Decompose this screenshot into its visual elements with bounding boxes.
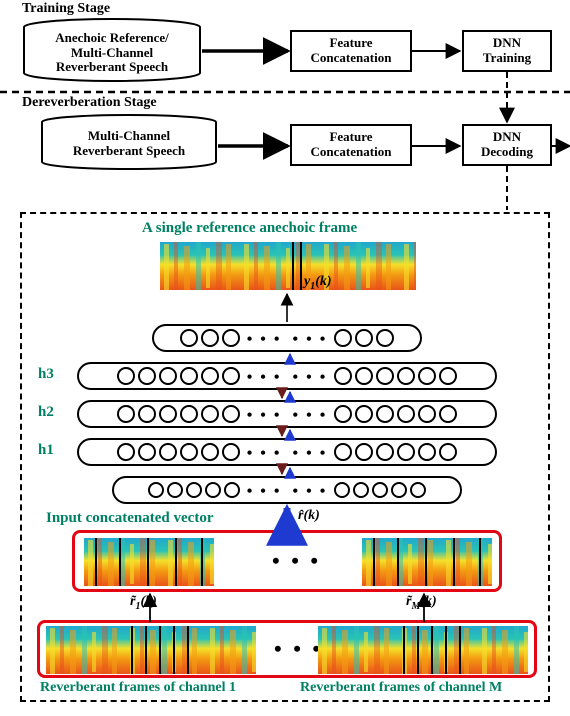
layer-h2-row: • • •• • • <box>77 400 497 428</box>
full-spectro-M <box>318 626 528 674</box>
dnn-training-box: DNN Training <box>462 30 552 72</box>
seg-spectro-1 <box>84 538 214 586</box>
top-spectrogram <box>160 242 416 290</box>
frames1-label: Reverberant frames of channel 1 <box>40 680 236 696</box>
cylinder-derev-text: Multi-Channel Reverberant Speech <box>40 118 218 170</box>
feature-concat-train-box: Feature Concatenation <box>290 30 412 72</box>
rhatk-label: r̂(k) <box>298 508 320 524</box>
training-stage-label: Training Stage <box>22 1 110 17</box>
top-ref-label: A single reference anechoic frame <box>142 220 357 237</box>
h1-label: h1 <box>38 442 54 459</box>
ellipsis-full: • • • <box>274 636 323 662</box>
framesM-label: Reverberant frames of channel M <box>300 680 502 696</box>
dnn-decoding-box: DNN Decoding <box>462 124 552 166</box>
cylinder-training-input: Anechoic Reference/ Multi-Channel Reverb… <box>22 18 202 82</box>
layer-h1-row: • • •• • • <box>77 438 497 466</box>
layer-input-row: • • •• • • <box>112 476 462 504</box>
h2-label: h2 <box>38 404 54 421</box>
h3-label: h3 <box>38 366 54 383</box>
dnn-diagram-area: A single reference anechoic frame y1(k) … <box>20 212 550 702</box>
cylinder-training-text: Anechoic Reference/ Multi-Channel Reverb… <box>22 24 202 82</box>
y1k-label: y1(k) <box>304 274 332 292</box>
feature-concat-derev-box: Feature Concatenation <box>290 124 412 166</box>
derev-stage-label: Dereverberation Stage <box>22 95 157 111</box>
full-spectro-1 <box>46 626 256 674</box>
layer-output-row: • • •• • • <box>152 324 422 352</box>
input-vec-label: Input concatenated vector <box>46 510 213 527</box>
rMk-label: r̃M(k) <box>406 594 437 612</box>
r1k-label: r̃1(k) <box>130 594 157 612</box>
ellipsis-seg: • • • <box>272 548 321 574</box>
seg-spectro-M <box>362 538 492 586</box>
cylinder-derev-input: Multi-Channel Reverberant Speech <box>40 114 218 170</box>
layer-h3-row: • • •• • • <box>77 362 497 390</box>
